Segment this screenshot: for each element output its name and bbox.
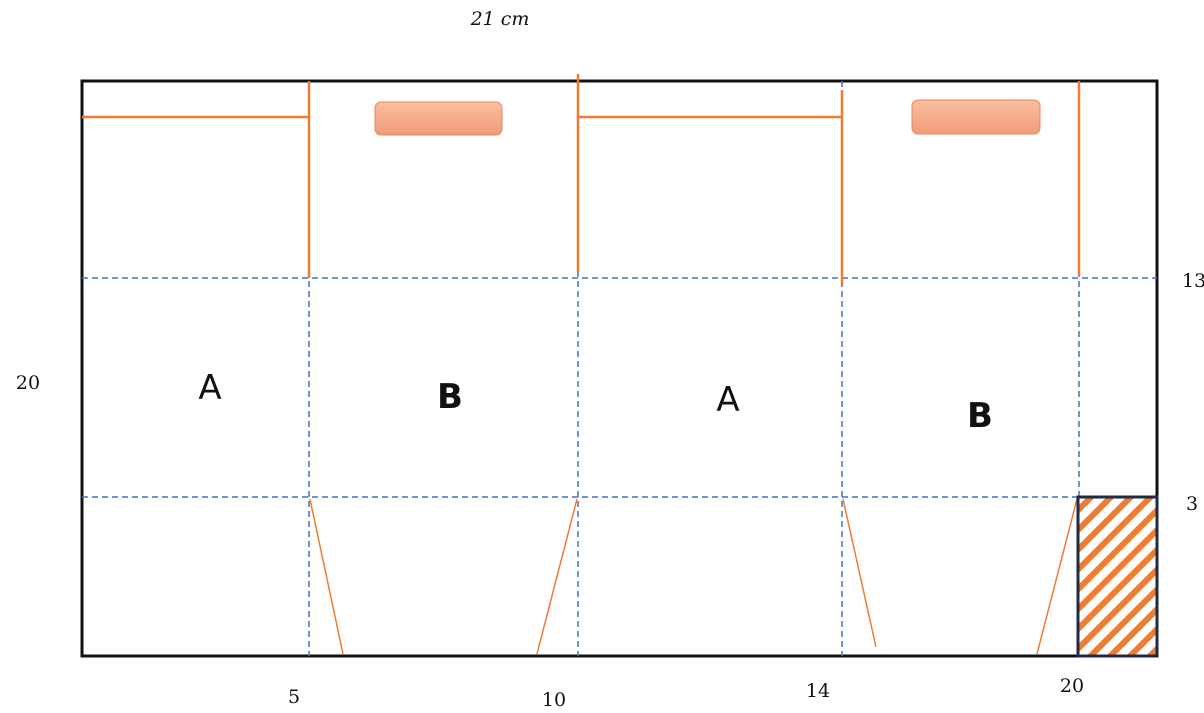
net-outline — [80, 79, 1159, 658]
bottom-diagonal-3 — [842, 498, 877, 648]
dimension-left-height: 20 — [16, 372, 40, 394]
bottom-diagonal-1 — [309, 498, 344, 655]
panel-label-3: A — [716, 380, 739, 420]
handle-hole-right — [911, 99, 1041, 135]
handle-hole-left — [374, 101, 503, 136]
panel-label-2: B — [437, 377, 463, 417]
bottom-diagonal-4 — [1036, 498, 1078, 655]
bottom-diagonal-2 — [536, 498, 578, 655]
dimension-top-width: 21 cm — [470, 8, 530, 30]
dimension-bottom-5: 5 — [288, 686, 300, 708]
dimension-bottom-14: 14 — [806, 680, 830, 702]
dimension-right-13: 13 — [1182, 270, 1204, 292]
dimension-right-3: 3 — [1186, 493, 1198, 515]
panel-label-4: B — [967, 396, 993, 436]
dimension-bottom-20: 20 — [1060, 675, 1084, 697]
hatched-glue-flap — [1076, 495, 1159, 658]
panel-label-1: A — [198, 368, 221, 408]
dimension-bottom-10: 10 — [542, 689, 566, 711]
